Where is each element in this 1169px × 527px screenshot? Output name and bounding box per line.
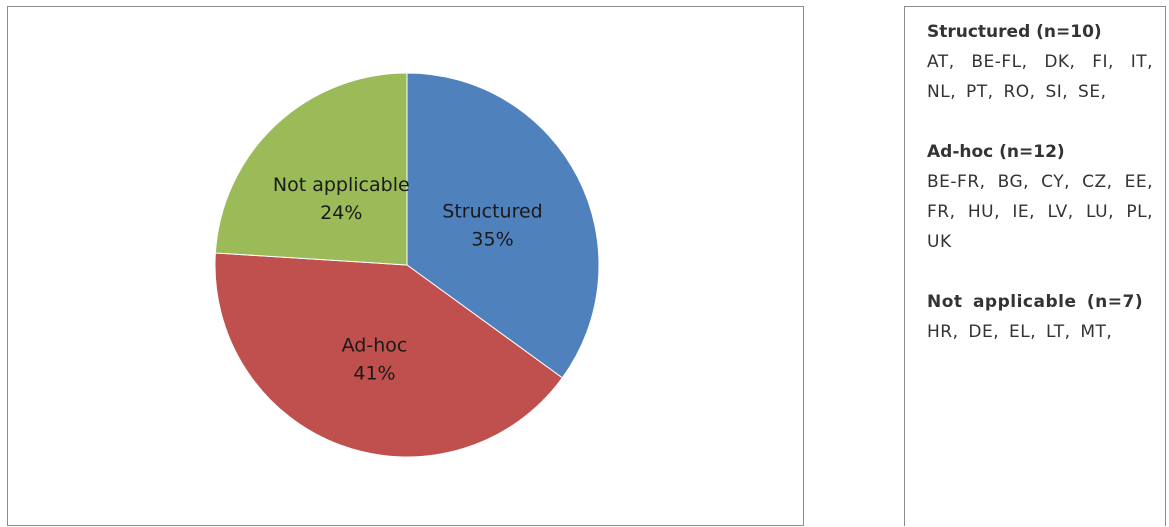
pie-slice-structured — [406, 72, 600, 379]
legend-group-ad-hoc: Ad-hoc (n=12) BE-FR, BG, CY, CZ, EE, FR,… — [927, 137, 1153, 257]
legend-group-not-applicable: Not applicable (n=7) HR, DE, EL, LT, MT, — [927, 287, 1153, 347]
legend-heading-structured: Structured (n=10) — [927, 22, 1102, 42]
pie-slice-not-applicable — [214, 72, 408, 266]
legend-group-structured: Structured (n=10) AT, BE-FL, DK, FI, IT,… — [927, 17, 1153, 107]
legend-box: Structured (n=10) AT, BE-FL, DK, FI, IT,… — [904, 6, 1166, 526]
chart-area: Structured 35% Ad-hoc 41% Not applicable 24% — [7, 6, 804, 526]
legend-items-structured: AT, BE-FL, DK, FI, IT, NL, PT, RO, SI, S… — [927, 52, 1153, 102]
pie-chart: Structured 35% Ad-hoc 41% Not applicable 24% — [214, 72, 600, 458]
legend-items-ad-hoc: BE-FR, BG, CY, CZ, EE, FR, HU, IE, LV, L… — [927, 172, 1153, 252]
slice-label-ad-hoc: Ad-hoc — [342, 334, 408, 356]
pie-slice-ad-hoc — [214, 252, 564, 458]
slice-label-structured: Structured — [442, 200, 542, 222]
legend-heading-not-applicable: Not applicable (n=7) — [927, 292, 1144, 312]
slice-value-ad-hoc: 41% — [353, 362, 395, 384]
legend-heading-ad-hoc: Ad-hoc (n=12) — [927, 142, 1065, 162]
slice-label-not-applicable: Not applicable — [273, 174, 410, 196]
legend-items-not-applicable: HR, DE, EL, LT, MT, — [927, 322, 1113, 342]
slice-value-not-applicable: 24% — [320, 202, 362, 224]
slice-value-structured: 35% — [471, 228, 513, 250]
